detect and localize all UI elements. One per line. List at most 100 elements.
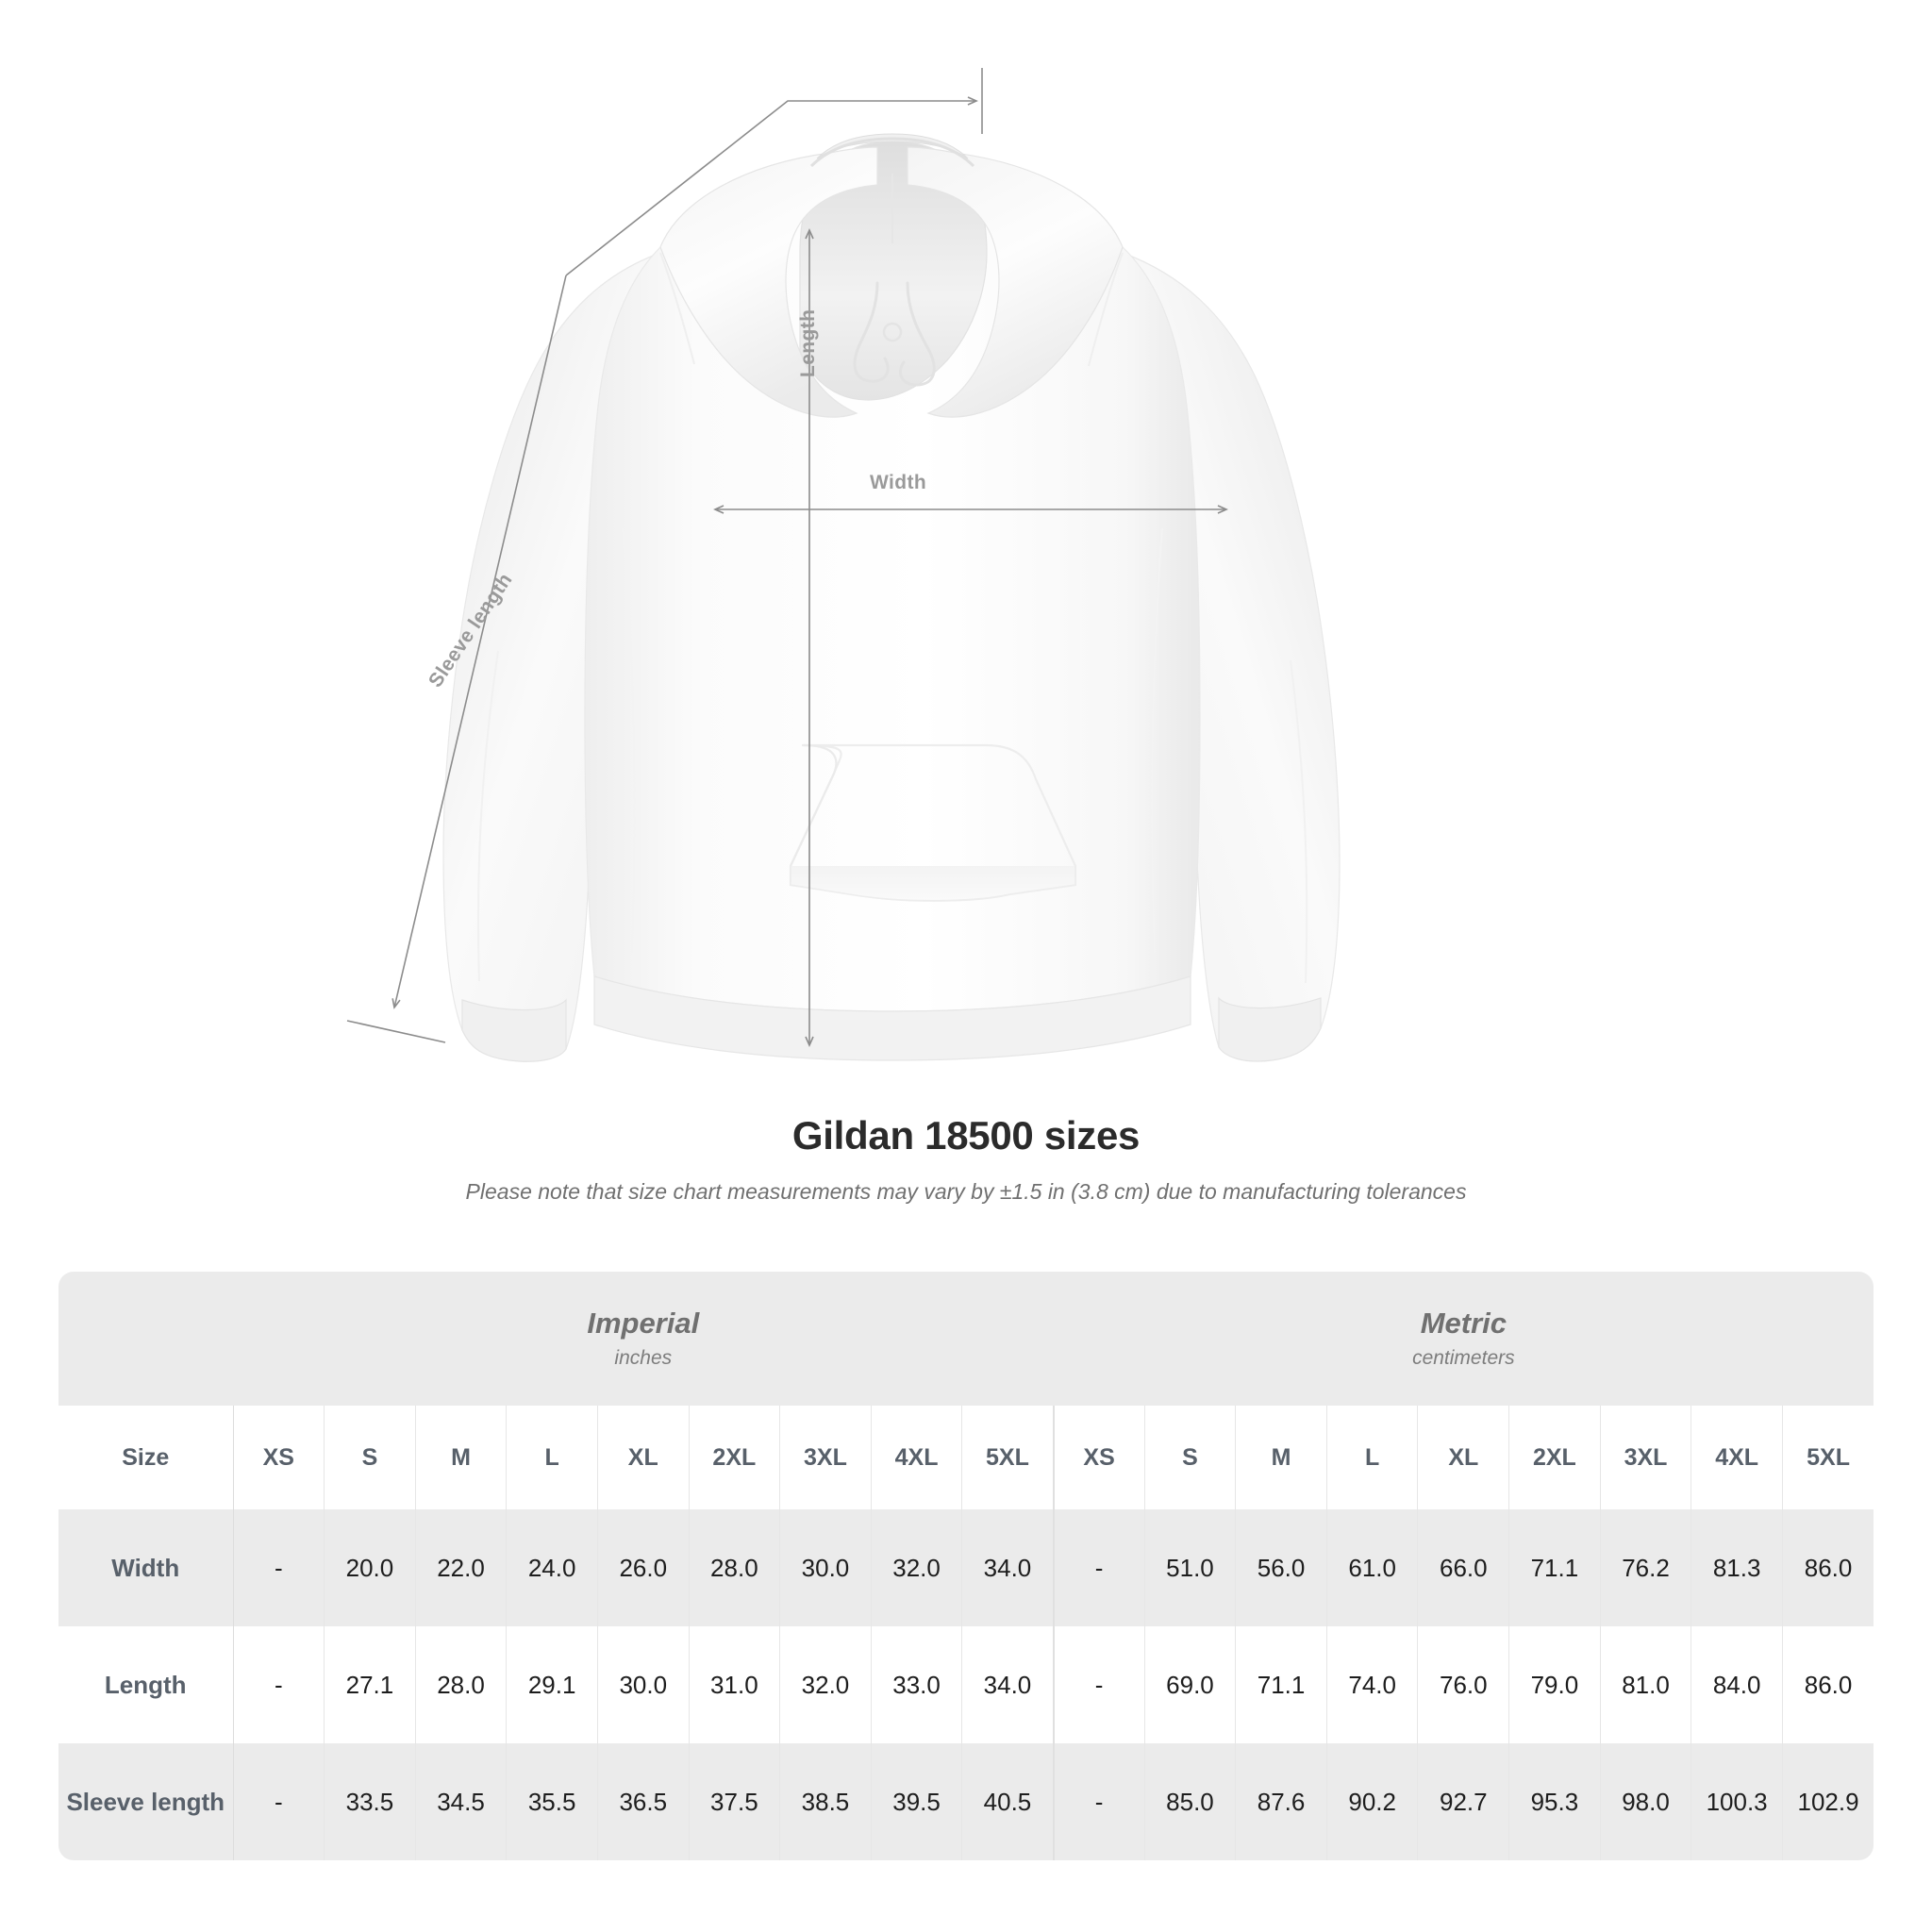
diagram-svg: [346, 68, 1341, 1062]
cell-sleeve-length-imperial-5xl: 40.5: [961, 1743, 1055, 1860]
fold-right-sleeve: [1290, 659, 1308, 984]
fold-left-sleeve: [476, 650, 499, 982]
drawstring-right: [899, 281, 936, 387]
cell-sleeve-length-metric-5xl: 102.9: [1782, 1743, 1874, 1860]
cell-length-imperial-xl: 30.0: [597, 1626, 690, 1743]
size-header-metric-xl: XL: [1417, 1406, 1510, 1509]
cell-length-imperial-l: 29.1: [506, 1626, 598, 1743]
cell-length-metric-l: 74.0: [1326, 1626, 1419, 1743]
cell-length-metric-3xl: 81.0: [1600, 1626, 1692, 1743]
cell-length-metric-2xl: 79.0: [1508, 1626, 1601, 1743]
cell-sleeve-length-metric-xs: -: [1052, 1743, 1145, 1860]
unit-system-name: Metric: [1420, 1306, 1507, 1340]
cell-width-metric-4xl: 81.3: [1690, 1509, 1783, 1626]
size-header-metric-l: L: [1326, 1406, 1419, 1509]
size-column-header: Size: [58, 1406, 234, 1509]
size-header-imperial-m: M: [415, 1406, 508, 1509]
size-header-metric-2xl: 2XL: [1508, 1406, 1601, 1509]
cell-sleeve-length-metric-m: 87.6: [1235, 1743, 1327, 1860]
cell-width-imperial-5xl: 34.0: [961, 1509, 1055, 1626]
hem-band: [593, 975, 1191, 1061]
measurement-annotations: [346, 68, 1228, 1047]
size-header-imperial-5xl: 5XL: [961, 1406, 1055, 1509]
cell-sleeve-length-imperial-s: 33.5: [324, 1743, 416, 1860]
cell-sleeve-length-metric-s: 85.0: [1144, 1743, 1237, 1860]
cell-width-imperial-xs: -: [233, 1509, 325, 1626]
table-row: Width -20.0 22.0 24.0 26.0 28.0 30.0 32.0 34.0-5…: [58, 1509, 1874, 1626]
cell-width-metric-m: 56.0: [1235, 1509, 1327, 1626]
cell-width-imperial-m: 22.0: [415, 1509, 508, 1626]
left-shoulder-seam: [659, 252, 695, 365]
unit-system-unit: centimeters: [1412, 1347, 1515, 1370]
cell-sleeve-length-metric-2xl: 95.3: [1508, 1743, 1601, 1860]
size-header-imperial-xl: XL: [597, 1406, 690, 1509]
unit-system-unit: inches: [614, 1347, 673, 1370]
cell-length-metric-5xl: 86.0: [1782, 1626, 1874, 1743]
hood-inner: [799, 141, 988, 401]
cell-length-metric-xl: 76.0: [1417, 1626, 1510, 1743]
page-title: Gildan 18500 sizes: [791, 1113, 1141, 1158]
unit-system-metric: Metric centimeters: [1053, 1272, 1874, 1406]
hoodie-illustration: [442, 133, 1341, 1062]
cell-sleeve-length-metric-3xl: 98.0: [1600, 1743, 1692, 1860]
cell-width-metric-5xl: 86.0: [1782, 1509, 1874, 1626]
drawstring-knot: [882, 322, 903, 342]
size-header-imperial-xs: XS: [233, 1406, 325, 1509]
cell-sleeve-length-imperial-4xl: 39.5: [871, 1743, 963, 1860]
tolerance-note: Please note that size chart measurements…: [465, 1179, 1467, 1204]
size-header-row: Size XS S M L XL 2XL 3XL 4XL 5XL XS S M L XL 2XL 3XL 4XL 5…: [58, 1406, 1874, 1509]
cell-width-imperial-3xl: 30.0: [779, 1509, 872, 1626]
cell-width-imperial-2xl: 28.0: [689, 1509, 781, 1626]
cell-sleeve-length-metric-xl: 92.7: [1417, 1743, 1510, 1860]
fold-left: [622, 527, 636, 954]
cell-length-metric-m: 71.1: [1235, 1626, 1327, 1743]
cell-length-imperial-2xl: 31.0: [689, 1626, 781, 1743]
sleeve-length-dimension-line: [391, 275, 567, 1009]
cell-length-imperial-4xl: 33.0: [871, 1626, 963, 1743]
size-header-metric-4xl: 4XL: [1690, 1406, 1783, 1509]
cell-length-imperial-3xl: 32.0: [779, 1626, 872, 1743]
size-header-metric-3xl: 3XL: [1600, 1406, 1692, 1509]
cell-width-imperial-l: 24.0: [506, 1509, 598, 1626]
sleeve-leader-line: [565, 96, 978, 276]
size-header-metric-s: S: [1144, 1406, 1237, 1509]
unit-system-imperial: Imperial inches: [233, 1272, 1054, 1406]
size-header-imperial-4xl: 4XL: [871, 1406, 963, 1509]
cell-length-metric-4xl: 84.0: [1690, 1626, 1783, 1743]
size-header-imperial-s: S: [324, 1406, 416, 1509]
drawstring-left: [853, 281, 890, 383]
size-header-imperial-2xl: 2XL: [689, 1406, 781, 1509]
unit-row-spacer: [58, 1272, 233, 1406]
cell-length-imperial-xs: -: [233, 1626, 325, 1743]
row-header-length: Length: [58, 1626, 234, 1743]
title-block: Gildan 18500 sizes Please note that size…: [0, 1113, 1932, 1205]
pocket-lower: [790, 866, 1076, 902]
unit-system-header-row: Imperial inches Metric centimeters: [58, 1272, 1874, 1406]
right-shoulder-seam: [1088, 252, 1124, 367]
table-row: Sleeve length -33.5 34.5 35.5 36.5 37.5 38.5 39…: [58, 1743, 1874, 1860]
garment-diagram: Length Width Sleeve length: [346, 68, 1341, 1062]
left-cuff: [461, 998, 567, 1062]
cell-sleeve-length-imperial-2xl: 37.5: [689, 1743, 781, 1860]
cell-length-metric-s: 69.0: [1144, 1626, 1237, 1743]
size-header-metric-5xl: 5XL: [1782, 1406, 1874, 1509]
cell-width-metric-xs: -: [1052, 1509, 1145, 1626]
size-header-imperial-l: L: [506, 1406, 598, 1509]
cell-length-imperial-s: 27.1: [324, 1626, 416, 1743]
cell-sleeve-length-imperial-m: 34.5: [415, 1743, 508, 1860]
unit-system-name: Imperial: [587, 1306, 700, 1340]
cell-sleeve-length-metric-4xl: 100.3: [1690, 1743, 1783, 1860]
cell-length-metric-xs: -: [1052, 1626, 1145, 1743]
cell-length-imperial-m: 28.0: [415, 1626, 508, 1743]
cell-sleeve-length-imperial-3xl: 38.5: [779, 1743, 872, 1860]
row-header-sleeve-length: Sleeve length: [58, 1743, 234, 1860]
cell-sleeve-length-imperial-l: 35.5: [506, 1743, 598, 1860]
cell-width-metric-3xl: 76.2: [1600, 1509, 1692, 1626]
cell-width-metric-s: 51.0: [1144, 1509, 1237, 1626]
size-header-imperial-3xl: 3XL: [779, 1406, 872, 1509]
cell-width-imperial-s: 20.0: [324, 1509, 416, 1626]
length-label: Length: [797, 308, 819, 377]
cell-width-metric-xl: 66.0: [1417, 1509, 1510, 1626]
cell-length-imperial-5xl: 34.0: [961, 1626, 1055, 1743]
width-label: Width: [870, 472, 927, 493]
